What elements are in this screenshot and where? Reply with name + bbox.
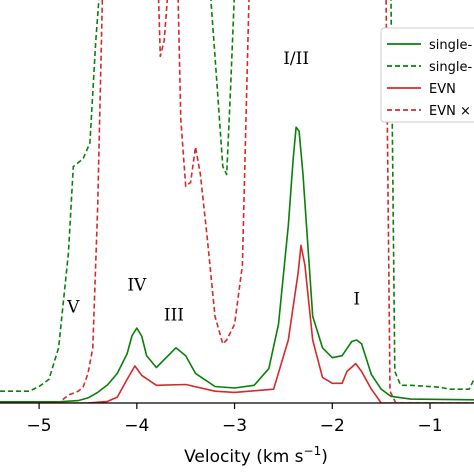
legend-label: single-	[429, 60, 472, 75]
peak-labels: V IV III I/II I	[66, 49, 360, 325]
x-axis-ticks: −5 −4 −3 −2 −1	[27, 403, 443, 436]
series-line-4	[0, 0, 474, 403]
x-tick-label: −1	[417, 416, 442, 436]
x-tick-label: −5	[27, 416, 52, 436]
series-layer	[0, 0, 474, 403]
peak-label: IV	[127, 276, 147, 296]
x-tick-label: −2	[320, 416, 345, 436]
series-line-3	[0, 244, 474, 403]
peak-label: I/II	[283, 49, 309, 69]
peak-label: V	[66, 297, 80, 317]
series-line-2	[0, 0, 474, 392]
legend: single-single- EVN EVN ×	[380, 27, 474, 123]
legend-box	[380, 27, 474, 123]
series-line-1	[0, 126, 474, 403]
legend-label: EVN	[429, 82, 456, 97]
peak-label: III	[164, 305, 184, 325]
peak-label: I	[353, 290, 360, 310]
legend-label: EVN ×	[429, 104, 471, 119]
x-axis-title: Velocity (km s−1)	[184, 444, 328, 467]
x-tick-label: −3	[222, 416, 247, 436]
x-tick-label: −4	[124, 416, 149, 436]
legend-label: single-	[429, 38, 472, 53]
